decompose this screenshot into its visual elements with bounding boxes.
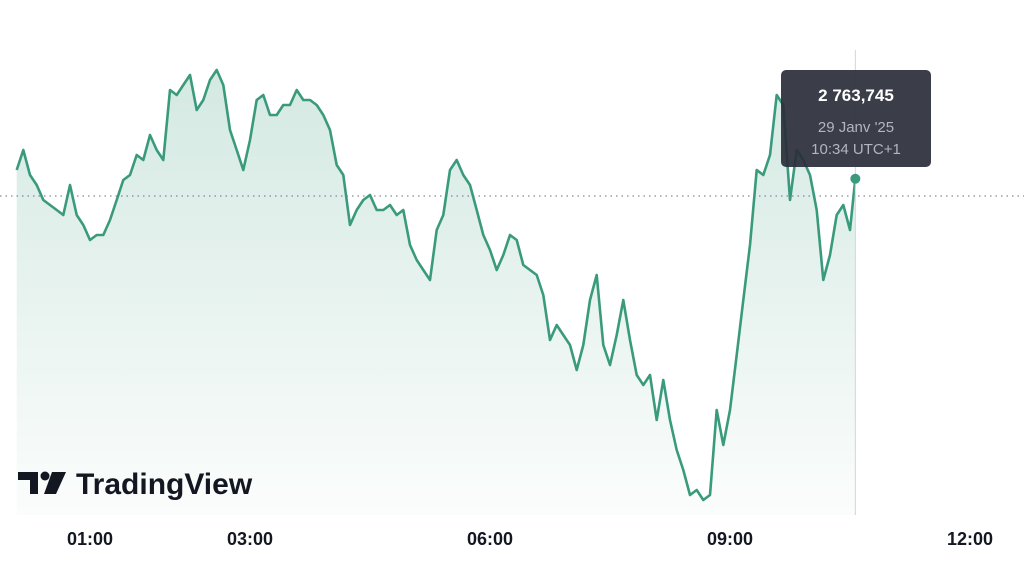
brand-logo: TradingView bbox=[18, 468, 253, 501]
tooltip: 2 763,745 29 Janv '25 10:34 UTC+1 bbox=[781, 70, 931, 167]
x-tick-label: 09:00 bbox=[707, 529, 753, 549]
x-tick-label: 01:00 bbox=[67, 529, 113, 549]
price-line bbox=[15, 68, 857, 502]
logo-icon bbox=[40, 471, 50, 481]
logo-icon bbox=[44, 472, 66, 494]
x-tick-label: 12:00 bbox=[947, 529, 993, 549]
tooltip-value: 2 763,745 bbox=[818, 86, 894, 105]
area-fill bbox=[16, 70, 856, 515]
tooltip-date: 29 Janv '25 bbox=[818, 119, 894, 136]
x-tick-label: 03:00 bbox=[227, 529, 273, 549]
plot-area: 01:00 03:00 06:00 09:00 12:00 bbox=[0, 50, 1024, 549]
brand-name: TradingView bbox=[76, 468, 253, 501]
tooltip-time: 10:34 UTC+1 bbox=[811, 141, 901, 158]
logo-icon bbox=[18, 472, 38, 494]
tooltip-box bbox=[781, 70, 931, 167]
x-tick-label: 06:00 bbox=[467, 529, 513, 549]
tooltip-point bbox=[850, 173, 861, 184]
